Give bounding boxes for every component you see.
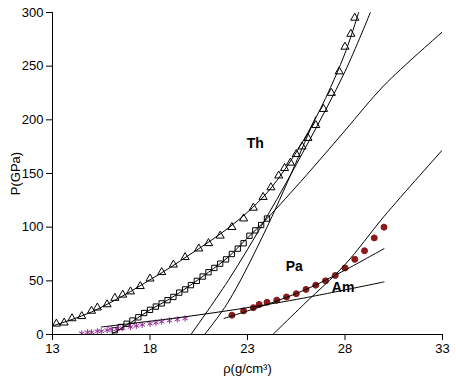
svg-text:200: 200 — [22, 112, 44, 127]
svg-text:Th: Th — [247, 135, 264, 151]
svg-text:23: 23 — [240, 341, 254, 356]
svg-text:50: 50 — [29, 273, 43, 288]
svg-text:250: 250 — [22, 58, 44, 73]
svg-text:Am: Am — [332, 279, 355, 295]
svg-text:300: 300 — [22, 5, 44, 20]
svg-text:0: 0 — [36, 327, 43, 342]
svg-text:P(GPa): P(GPa) — [8, 152, 23, 195]
svg-text:13: 13 — [45, 341, 59, 356]
svg-text:33: 33 — [435, 341, 449, 356]
svg-text:ρ(g/cm³): ρ(g/cm³) — [223, 361, 272, 376]
svg-text:18: 18 — [143, 341, 157, 356]
svg-text:100: 100 — [22, 219, 44, 234]
svg-text:150: 150 — [22, 166, 44, 181]
svg-text:28: 28 — [338, 341, 352, 356]
svg-text:Pa: Pa — [286, 258, 303, 274]
